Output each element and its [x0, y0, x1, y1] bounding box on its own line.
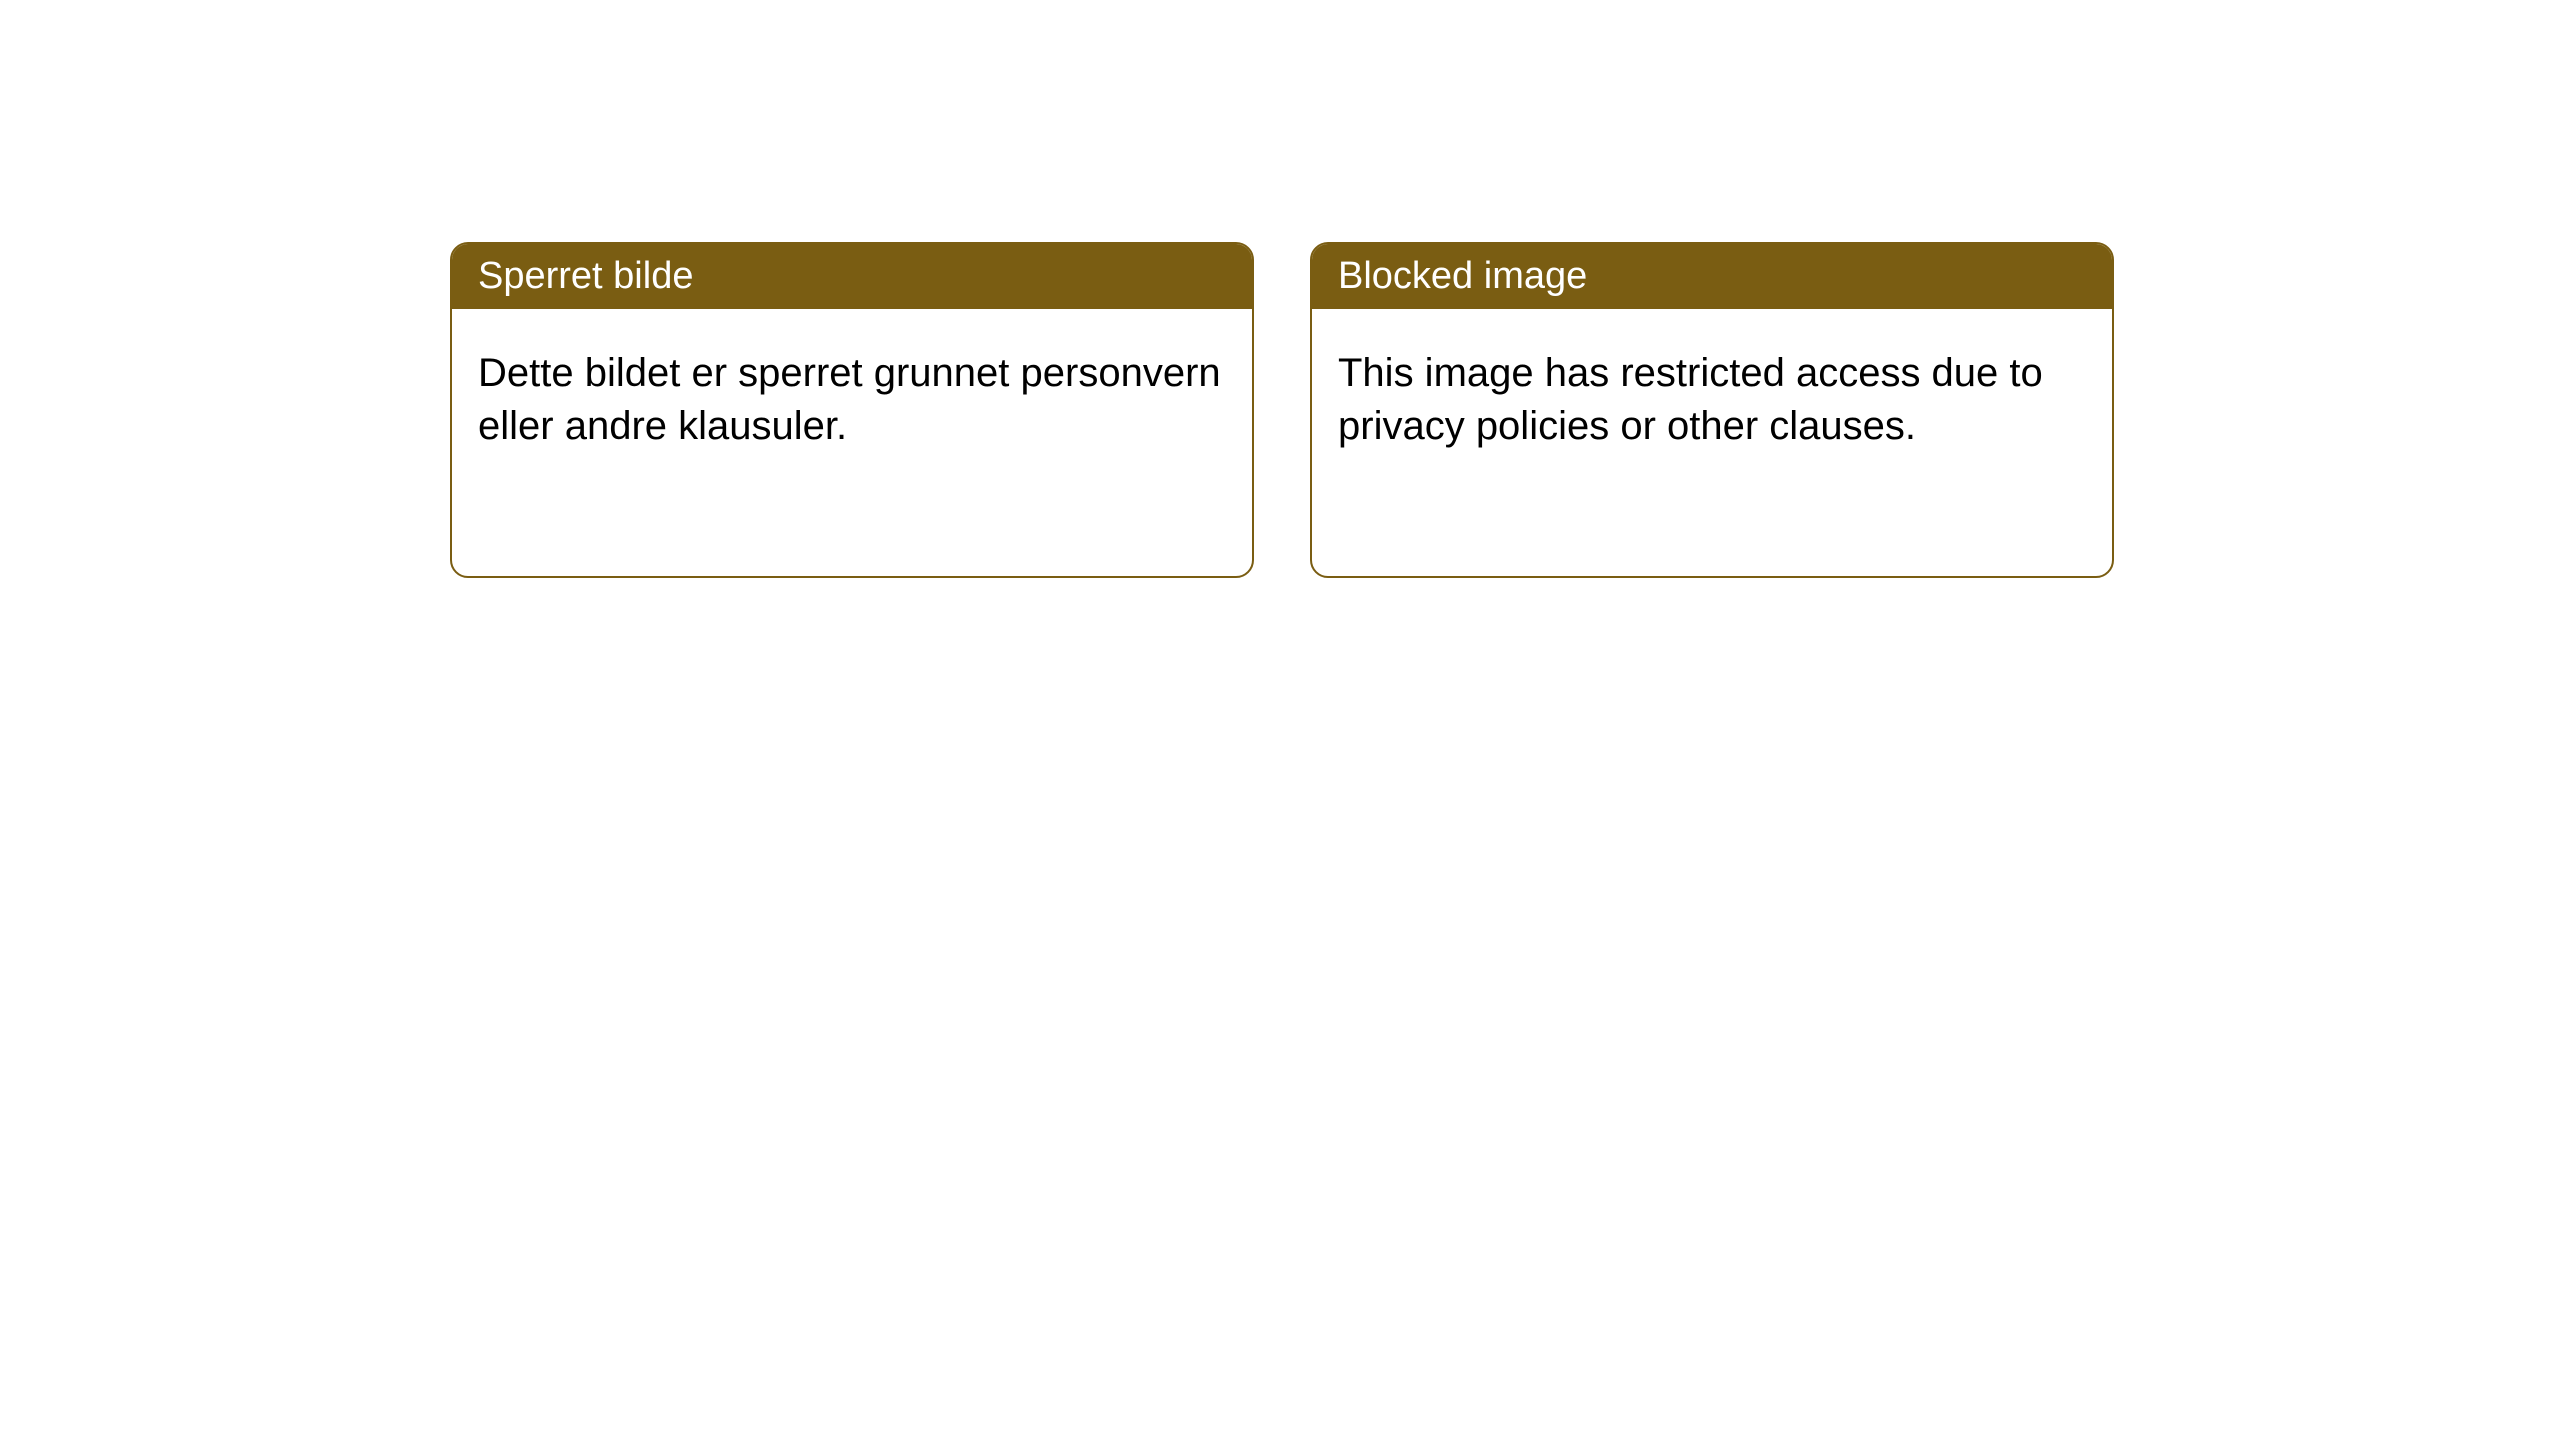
notice-text-norwegian: Dette bildet er sperret grunnet personve… [478, 351, 1221, 448]
notice-title-norwegian: Sperret bilde [478, 255, 693, 297]
notice-header-norwegian: Sperret bilde [452, 244, 1252, 309]
notice-header-english: Blocked image [1312, 244, 2112, 309]
notice-body-norwegian: Dette bildet er sperret grunnet personve… [452, 309, 1252, 491]
notice-box-norwegian: Sperret bilde Dette bildet er sperret gr… [450, 242, 1254, 578]
notice-text-english: This image has restricted access due to … [1338, 351, 2043, 448]
notice-box-english: Blocked image This image has restricted … [1310, 242, 2114, 578]
notice-title-english: Blocked image [1338, 255, 1587, 297]
notice-container: Sperret bilde Dette bildet er sperret gr… [450, 242, 2560, 578]
notice-body-english: This image has restricted access due to … [1312, 309, 2112, 491]
